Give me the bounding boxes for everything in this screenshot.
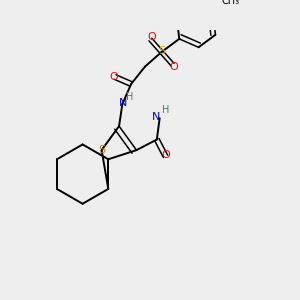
Text: O: O [110,72,118,82]
Text: O: O [161,150,170,160]
Text: H: H [162,105,169,115]
Text: S: S [158,46,165,56]
Text: O: O [147,32,156,42]
Text: S: S [98,145,105,155]
Text: N: N [119,98,127,108]
Text: N: N [152,112,160,122]
Text: H: H [126,92,134,102]
Text: CH₃: CH₃ [222,0,240,6]
Text: O: O [169,62,178,72]
